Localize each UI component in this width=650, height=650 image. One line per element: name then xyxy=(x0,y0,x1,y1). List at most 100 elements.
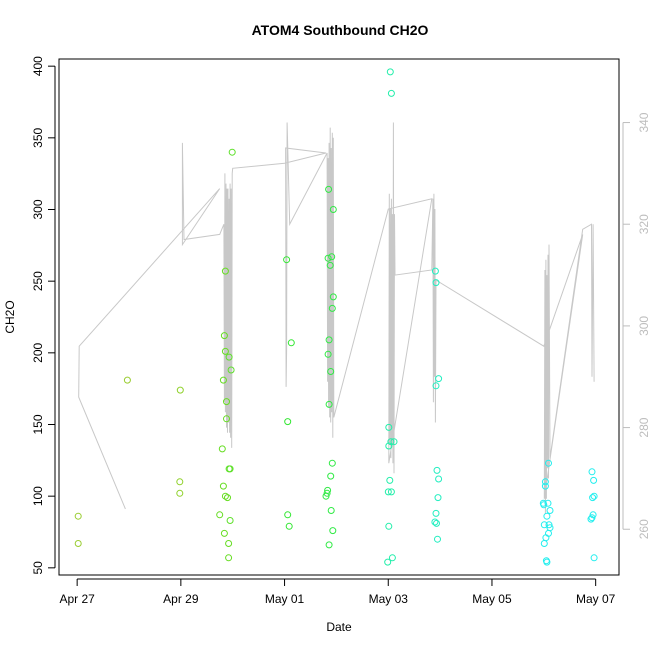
x-tick-label: Apr 29 xyxy=(163,592,199,606)
data-point xyxy=(434,494,442,502)
data-point xyxy=(220,529,228,537)
series-line xyxy=(78,122,595,515)
data-point xyxy=(543,512,551,520)
data-point xyxy=(387,488,395,496)
y-tick-label: 50 xyxy=(31,561,45,575)
data-point xyxy=(221,347,229,355)
data-point xyxy=(587,515,595,523)
x-tick-label: May 01 xyxy=(265,592,305,606)
data-point xyxy=(589,494,597,502)
data-point xyxy=(385,522,393,530)
data-point xyxy=(385,423,393,431)
data-point xyxy=(329,293,337,301)
data-point xyxy=(590,554,598,562)
data-point xyxy=(228,148,236,156)
data-point xyxy=(227,366,235,374)
data-point xyxy=(326,261,334,269)
data-point xyxy=(325,541,333,549)
line-series-layer xyxy=(78,122,595,515)
data-point xyxy=(324,486,332,494)
data-point xyxy=(283,256,291,264)
data-point xyxy=(224,494,231,502)
data-point xyxy=(218,445,226,453)
data-point xyxy=(390,438,398,446)
data-point xyxy=(540,501,548,509)
data-point xyxy=(176,489,184,497)
data-point xyxy=(284,511,292,519)
data-point xyxy=(540,540,548,547)
y-tick-label: 200 xyxy=(31,343,45,363)
right-axis-tick-label: 300 xyxy=(637,316,650,336)
data-point xyxy=(328,253,336,261)
data-point xyxy=(216,511,224,519)
right-axis-tick-label: 280 xyxy=(637,417,650,437)
data-point xyxy=(432,509,440,517)
data-point xyxy=(589,511,597,519)
data-point xyxy=(432,279,440,287)
data-point xyxy=(284,418,292,426)
right-axis-tick-label: 320 xyxy=(637,214,650,234)
data-point xyxy=(221,267,229,275)
data-point xyxy=(431,518,439,526)
chart-title: ATOM4 Southbound CH2O xyxy=(252,22,429,38)
y-tick-label: 300 xyxy=(31,199,45,219)
data-point xyxy=(225,540,233,547)
data-point xyxy=(327,472,335,480)
y-axis-label: CH2O xyxy=(3,300,17,333)
x-axis: Apr 27 Apr 29 May 01 May 03 May 05 May 07 xyxy=(59,578,616,606)
right-axis-tick-label: 340 xyxy=(637,112,650,132)
data-point xyxy=(431,267,439,275)
y-axis: 50 100 150 200 250 300 350 400 xyxy=(31,56,56,575)
data-point xyxy=(384,488,392,496)
data-point xyxy=(328,304,336,312)
data-point xyxy=(434,535,441,543)
data-point xyxy=(74,540,82,547)
data-point xyxy=(225,353,233,361)
data-point xyxy=(384,558,392,566)
data-point xyxy=(176,478,184,486)
data-point xyxy=(74,512,82,520)
data-point xyxy=(546,507,554,514)
data-point xyxy=(327,507,335,514)
x-tick-label: Apr 27 xyxy=(59,592,95,606)
data-point xyxy=(325,185,333,193)
data-point xyxy=(543,558,551,566)
data-point xyxy=(432,382,440,390)
y-tick-label: 250 xyxy=(31,271,45,291)
data-point xyxy=(223,415,230,423)
x-tick-label: May 03 xyxy=(369,592,409,606)
data-point xyxy=(226,465,234,473)
data-point xyxy=(325,336,333,344)
data-point xyxy=(540,521,548,529)
data-point xyxy=(433,466,441,474)
y-tick-label: 150 xyxy=(31,414,45,434)
data-point xyxy=(546,524,554,532)
data-point xyxy=(541,478,549,486)
data-point xyxy=(329,527,337,535)
data-point xyxy=(544,499,552,507)
y-axis-right: 260 280 300 320 340 xyxy=(622,112,650,539)
y-tick-label: 100 xyxy=(31,486,45,506)
x-tick-label: May 07 xyxy=(576,592,616,606)
data-point xyxy=(123,376,131,384)
data-point xyxy=(387,438,395,446)
data-point xyxy=(287,339,295,347)
x-tick-label: May 05 xyxy=(472,592,512,606)
data-point xyxy=(590,492,598,500)
data-point xyxy=(545,521,553,529)
data-point xyxy=(226,517,234,524)
data-point xyxy=(433,519,440,527)
data-point xyxy=(219,376,227,384)
data-point xyxy=(588,468,596,476)
data-point xyxy=(541,482,549,490)
x-axis-label: Date xyxy=(326,620,352,634)
scatter-points-layer xyxy=(74,68,598,566)
data-point xyxy=(545,459,552,467)
data-point xyxy=(327,368,335,375)
y-tick-label: 350 xyxy=(31,128,45,148)
data-point xyxy=(324,350,332,358)
data-point xyxy=(387,89,395,97)
data-point xyxy=(323,489,331,497)
data-point xyxy=(285,522,293,530)
